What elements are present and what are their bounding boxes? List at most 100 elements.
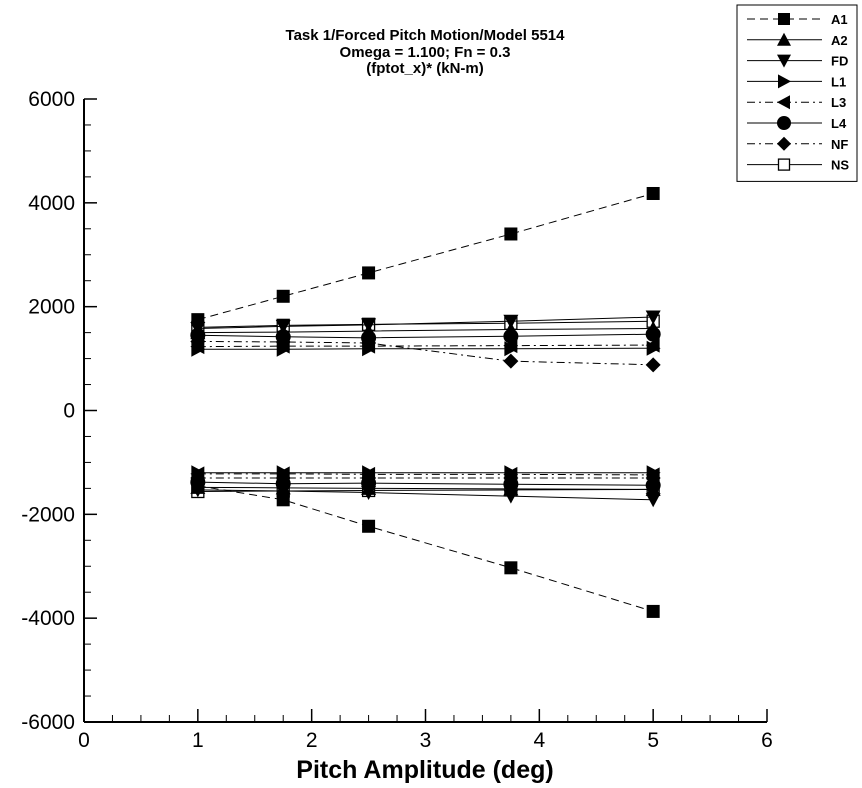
y-tick-label: -4000 [21,607,75,630]
data-point-fd [645,493,661,508]
data-point-a1 [646,604,660,618]
x-tick-label: 0 [78,729,90,752]
legend-marker [777,32,791,46]
chart-title: Task 1/Forced Pitch Motion/Model 5514 Om… [286,27,566,77]
data-point-l1 [276,341,291,357]
legend: A1 A2 FD L1 L3 L4 NF NS [736,4,858,182]
legend-marker [777,136,791,151]
chart-title-line-3: (fptot_x)* (kN-m) [366,60,484,77]
series-line-l4-upper [197,333,654,339]
series-line-l3-upper [197,344,654,348]
data-point-a2 [361,480,377,495]
legend-item-l1: L1 [747,74,846,89]
y-tick-label: -2000 [21,503,75,526]
data-point-l1 [646,340,661,356]
data-point-fd [645,310,661,325]
legend-marker [777,158,791,171]
series-line-a1-upper [197,193,654,321]
x-tick-label: 3 [420,729,432,752]
x-tick-label: 5 [647,729,659,752]
series-line-l3-lower [197,473,654,476]
x-tick-label: 4 [533,729,545,752]
data-point-a1 [191,479,205,493]
data-point-nf [645,357,661,373]
plot-area [190,186,661,618]
series-a1 [191,186,660,618]
x-tick-label: 6 [761,729,773,752]
legend-item-a1: A1 [747,12,848,27]
data-point-a2 [190,325,206,340]
legend-label: L4 [831,116,847,131]
data-point-a2 [503,481,519,496]
legend-marker [777,54,791,68]
legend-item-nf: NF [747,136,848,152]
data-point-l1 [504,341,519,357]
legend-marker [778,74,791,89]
series-line-a2-upper [197,327,654,334]
legend-label: L1 [831,74,846,89]
data-point-l1 [646,465,661,481]
series-l1 [191,340,661,481]
legend-box [736,4,858,182]
chart-title-line-1: Task 1/Forced Pitch Motion/Model 5514 [286,27,566,44]
series-nf [190,333,661,486]
legend-marker [778,13,790,25]
legend-marker [777,116,791,130]
chart-title-line-2: Omega = 1.100; Fn = 0.3 [340,44,511,61]
series-a2 [190,320,661,496]
x-tick-label: 1 [192,729,204,752]
data-point-l1 [362,341,377,357]
series-line-l4-lower [197,481,654,486]
axes [83,98,768,723]
data-point-nf [503,353,519,369]
legend-item-fd: FD [747,54,848,69]
data-point-a1 [276,289,290,303]
data-point-a2 [645,320,661,335]
data-point-l1 [276,465,291,481]
legend-item-l3: L3 [747,95,846,110]
series-l4 [190,326,661,493]
legend-label: L3 [831,95,846,110]
legend-label: A2 [831,33,848,48]
legend-label: NF [831,137,848,152]
legend-item-ns: NS [747,158,849,173]
x-tick-labels: 0 1 2 3 4 5 6 [78,729,773,752]
data-point-fd [503,314,519,329]
y-tick-label: 6000 [28,88,75,111]
series-line-a1-lower [197,485,654,612]
data-point-a1 [276,493,290,507]
data-point-a1 [191,313,205,327]
y-tick-label: 0 [63,400,75,423]
data-point-a1 [362,519,376,533]
series-line-a2-lower [197,486,654,490]
y-tick-label: 2000 [28,296,75,319]
series-line-nf-upper [197,340,654,366]
data-point-a2 [275,480,291,495]
series-line-fd-upper [197,316,654,329]
data-point-a2 [361,323,377,338]
x-tick-label: 2 [306,729,318,752]
series-line-l1-upper [197,347,654,350]
series-l3 [190,337,660,483]
data-point-a1 [646,186,660,200]
data-point-a2 [503,322,519,337]
legend-label: FD [831,54,848,69]
data-point-a2 [645,481,661,496]
y-tick-label: -6000 [21,711,75,734]
data-point-l1 [191,465,206,481]
data-point-l1 [504,465,519,481]
y-tick-label: 4000 [28,192,75,215]
legend-label: NS [831,158,849,173]
x-axis-label: Pitch Amplitude (deg) [296,756,553,784]
data-point-a1 [362,266,376,280]
data-point-a2 [275,324,291,339]
legend-item-a2: A2 [747,32,848,48]
legend-label: A1 [831,12,848,27]
data-point-a1 [504,227,518,241]
series-fd [190,310,661,508]
data-point-l1 [362,465,377,481]
series-ns [191,314,660,499]
data-point-a1 [504,561,518,575]
legend-item-l4: L4 [747,116,847,131]
